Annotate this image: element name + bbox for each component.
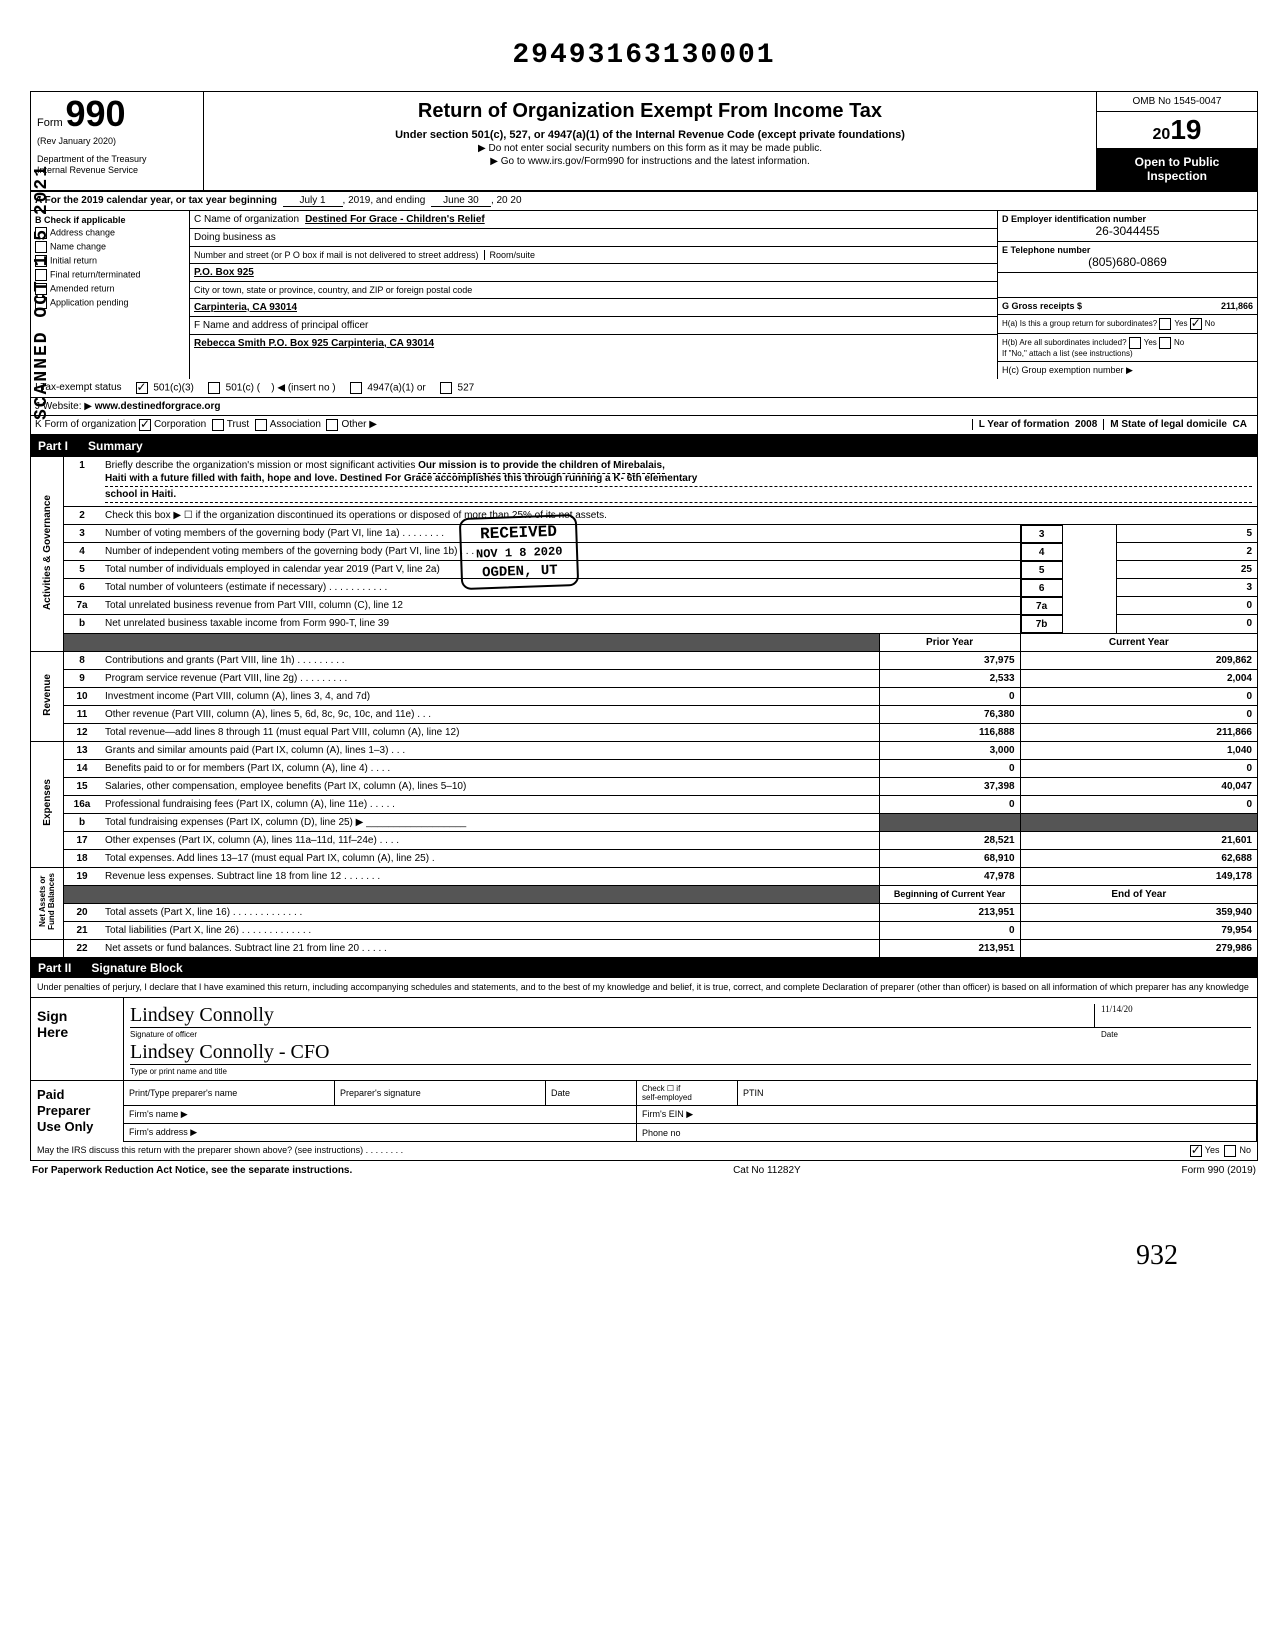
officer-signature: Lindsey Connolly: [130, 1004, 1094, 1027]
ein: 26-3044455: [1002, 224, 1253, 238]
end-date: June 30: [431, 195, 491, 207]
sign-here-label: Sign Here: [31, 998, 124, 1080]
org-name: Destined For Grace - Children's Relief: [305, 214, 993, 225]
mission-line-2: Haiti with a future filled with faith, h…: [105, 471, 1252, 487]
header-section-b-h: B Check if applicable Address change Nam…: [30, 211, 1258, 379]
row-i-tax-exempt: I Tax-exempt status 501(c)(3) 501(c) ( )…: [30, 379, 1258, 398]
discuss-yes-checked[interactable]: [1190, 1145, 1202, 1157]
paid-preparer-label: Paid Preparer Use Only: [31, 1081, 124, 1142]
check-address-change[interactable]: Address change: [35, 227, 185, 239]
table-row: 15Salaries, other compensation, employee…: [31, 777, 1258, 795]
table-row: bTotal fundraising expenses (Part IX, co…: [31, 813, 1258, 831]
check-initial-return[interactable]: Initial return: [35, 255, 185, 267]
principal-officer: Rebecca Smith P.O. Box 925 Carpinteria, …: [194, 338, 993, 349]
501c3-checked[interactable]: [136, 382, 148, 394]
open-public: Open to Public Inspection: [1097, 149, 1257, 190]
table-row: 5Total number of individuals employed in…: [31, 561, 1258, 579]
telephone: (805)680-0869: [1002, 255, 1253, 269]
website: www.destinedforgrace.org: [95, 401, 221, 412]
omb-number: OMB No 1545-0047: [1097, 92, 1257, 112]
table-row: 17Other expenses (Part IX, column (A), l…: [31, 831, 1258, 849]
typed-name: Lindsey Connolly - CFO: [130, 1041, 1251, 1064]
table-row: 12Total revenue—add lines 8 through 11 (…: [31, 723, 1258, 741]
table-row: 9Program service revenue (Part VIII, lin…: [31, 669, 1258, 687]
table-row: 7aTotal unrelated business revenue from …: [31, 597, 1258, 615]
table-row: 10Investment income (Part VIII, column (…: [31, 687, 1258, 705]
row-j-website: J Website: ▶ www.destinedforgrace.org: [30, 398, 1258, 416]
begin-date: July 1: [283, 195, 343, 207]
check-application-pending[interactable]: Application pending: [35, 297, 185, 309]
revision: (Rev January 2020): [37, 136, 197, 146]
form-subtitle: Under section 501(c), 527, or 4947(a)(1)…: [210, 129, 1090, 141]
form-title: Return of Organization Exempt From Incom…: [210, 100, 1090, 123]
street-address: P.O. Box 925: [194, 267, 993, 278]
year-formation: 2008: [1075, 419, 1097, 430]
document-number: 29493163130001: [30, 40, 1258, 71]
department: Department of the Treasury Internal Reve…: [37, 154, 197, 176]
corporation-checked[interactable]: [139, 419, 151, 431]
table-row: Expenses 13Grants and similar amounts pa…: [31, 741, 1258, 759]
footer: For Paperwork Reduction Act Notice, see …: [30, 1161, 1258, 1180]
signature-block: Under penalties of perjury, I declare th…: [30, 978, 1258, 1162]
state-domicile: CA: [1233, 419, 1247, 430]
row-a-tax-year: A For the 2019 calendar year, or tax yea…: [30, 192, 1258, 211]
summary-table: Activities & Governance 1 Briefly descri…: [30, 456, 1258, 958]
row-k-form-org: K Form of organization Corporation Trust…: [30, 416, 1258, 436]
table-row: 21Total liabilities (Part X, line 26) . …: [31, 921, 1258, 939]
header-note-1: ▶ Do not enter social security numbers o…: [210, 143, 1090, 154]
check-amended-return[interactable]: Amended return: [35, 283, 185, 295]
table-row: 14Benefits paid to or for members (Part …: [31, 759, 1258, 777]
table-row: 18Total expenses. Add lines 13–17 (must …: [31, 849, 1258, 867]
table-row: Revenue 8Contributions and grants (Part …: [31, 651, 1258, 669]
table-row: 20Total assets (Part X, line 16) . . . .…: [31, 903, 1258, 921]
form-header: Form 990 (Rev January 2020) Department o…: [30, 91, 1258, 192]
check-final-return[interactable]: Final return/terminated: [35, 269, 185, 281]
check-name-change[interactable]: Name change: [35, 241, 185, 253]
h-a-no-checked[interactable]: [1190, 318, 1202, 330]
part-1-header: Part I Summary: [30, 436, 1258, 456]
signature-date: 11/14/20: [1094, 1004, 1251, 1027]
part-2-header: Part II Signature Block: [30, 958, 1258, 978]
tax-year: 2019: [1097, 112, 1257, 149]
table-row: 16aProfessional fundraising fees (Part I…: [31, 795, 1258, 813]
table-row: 4Number of independent voting members of…: [31, 543, 1258, 561]
penalty-statement: Under penalties of perjury, I declare th…: [31, 978, 1257, 999]
table-row: bNet unrelated business taxable income f…: [31, 615, 1258, 634]
table-row: 22Net assets or fund balances. Subtract …: [31, 939, 1258, 957]
table-row: 6Total number of volunteers (estimate if…: [31, 579, 1258, 597]
received-stamp: RECEIVED NOV 1 8 2020 OGDEN, UT: [459, 514, 580, 590]
handwritten-number: 932: [30, 1240, 1178, 1272]
form-label: Form: [37, 117, 63, 129]
city-state-zip: Carpinteria, CA 93014: [194, 302, 993, 313]
header-note-2: ▶ Go to www.irs.gov/Form990 for instruct…: [210, 156, 1090, 167]
mission-line-3: school in Haiti.: [105, 487, 1252, 503]
table-row: Net Assets or Fund Balances 19Revenue le…: [31, 867, 1258, 885]
table-row: 11Other revenue (Part VIII, column (A), …: [31, 705, 1258, 723]
mission-line-1: Our mission is to provide the children o…: [418, 458, 665, 474]
table-row: 3Number of voting members of the governi…: [31, 524, 1258, 543]
gross-receipts: 211,866: [1221, 301, 1253, 311]
form-number: 990: [65, 93, 125, 134]
